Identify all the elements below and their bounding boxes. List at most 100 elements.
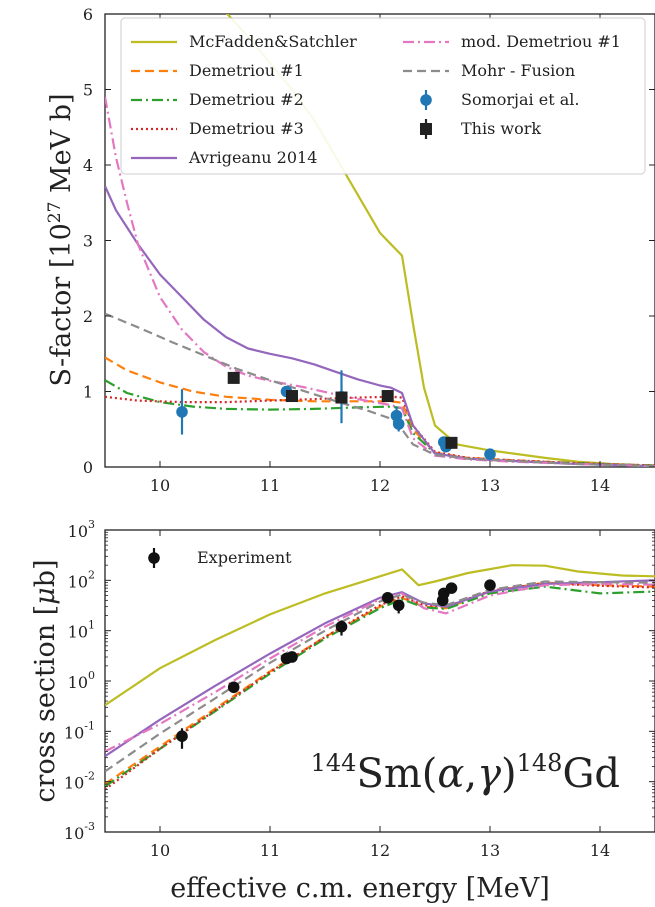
reaction-annotation: 144Sm(α,γ)148Gd [311, 749, 620, 797]
xsec-ylabel-main: cross section [ [30, 605, 61, 803]
xsec-point-0-6 [392, 599, 405, 612]
sfactor-legend: McFadden&Satchler Demetriou #1 Demetriou #… [120, 17, 646, 175]
reaction-part-3: , [464, 751, 477, 797]
legend-marker-1 [420, 123, 432, 135]
xsec-series-line-2 [105, 585, 655, 788]
legend-label-2: Demetriou #2 [189, 90, 304, 109]
xsec-xtick-label-2: 12 [370, 841, 390, 860]
sfactor-ytick-label-1: 1 [83, 383, 93, 402]
sfactor-ytick-label-4: 4 [83, 156, 93, 175]
legend-label-5: mod. Demetriou #1 [461, 32, 621, 51]
sfactor-ylabel-main: S-factor [10 [46, 223, 77, 386]
reaction-part-5: ) [501, 751, 517, 797]
xsec-point-0-1 [227, 681, 240, 694]
sfactor-point-0-0 [176, 406, 188, 418]
xsec-point-0-5 [381, 591, 394, 604]
sfactor-ytick-label-3: 3 [83, 232, 93, 251]
reaction-part-2: α [437, 751, 464, 797]
sfactor-xtick-label-3: 13 [480, 476, 500, 495]
xsec-xtick-label-4: 14 [590, 841, 610, 860]
sfactor-series-line-6 [105, 312, 655, 467]
xsec-ytick-label-0: 10-3 [64, 820, 95, 843]
sfactor-ytick-label-5: 5 [83, 81, 93, 100]
xsec-ytick-base-0: 10 [64, 824, 84, 843]
xsec-ytick-base-2: 10 [64, 723, 84, 742]
reaction-part-0: 144 [311, 749, 357, 777]
legend-label-4: Avrigeanu 2014 [188, 148, 317, 167]
legend-label-1: Demetriou #1 [189, 61, 304, 80]
legend-label-3: Demetriou #3 [189, 119, 304, 138]
sfactor-point-1-3 [381, 390, 394, 403]
xsec-ytick-label-6: 103 [68, 518, 95, 541]
sfactor-legend-box [120, 17, 646, 175]
sfactor-ylabel-tail: MeV b] [46, 93, 77, 201]
xsec-legend: Experiment [148, 548, 292, 568]
legend-label-0: McFadden&Satchler [189, 32, 357, 51]
xsec-ytick-exp-5: 2 [88, 568, 95, 581]
xsec-ytick-base-4: 10 [68, 623, 88, 642]
sfactor-points [176, 370, 496, 460]
sfactor-point-1-1 [286, 390, 298, 403]
sfactor-xtick-label-1: 11 [260, 476, 280, 495]
xsec-ytick-label-4: 101 [68, 619, 95, 642]
xsec-ytick-label-3: 100 [68, 669, 95, 692]
legend-point-label-0: Somorjai et al. [461, 90, 579, 109]
xsec-ytick-base-1: 10 [64, 774, 84, 793]
xsec-ytick-label-1: 10-2 [64, 770, 95, 793]
sfactor-point-0-7 [484, 448, 496, 460]
xsec-series-line-5 [105, 582, 655, 753]
sfactor-xtick-label-0: 10 [150, 476, 170, 495]
reaction-part-7: Gd [562, 751, 620, 797]
xsec-xlabel: effective c.m. energy [MeV] [170, 873, 550, 904]
xsec-ytick-exp-3: 0 [88, 669, 95, 682]
sfactor-series-line-2 [105, 379, 655, 467]
sfactor-ytick-label-0: 0 [83, 458, 93, 477]
xsec-ytick-base-6: 10 [68, 522, 88, 541]
xsec-ytick-base-3: 10 [68, 673, 88, 692]
sfactor-xtick-label-2: 12 [370, 476, 390, 495]
sfactor-point-1-0 [227, 371, 240, 384]
xsec-curves [105, 564, 655, 791]
xsec-ylabel-mu: μ [30, 587, 61, 605]
sfactor-ytick-label-2: 2 [83, 307, 93, 326]
sfactor-ylabel-exp: 27 [45, 202, 65, 224]
sfactor-point-0-4 [392, 418, 405, 430]
xsec-ytick-label-2: 10-1 [64, 719, 95, 742]
xsec-legend-marker [148, 552, 160, 564]
xsec-series-line-0 [105, 564, 655, 707]
sfactor-series-line-4 [105, 185, 655, 467]
xsec-series-line-4 [105, 579, 655, 758]
xsec-series-line-1 [105, 581, 655, 785]
sfactor-point-1-2 [335, 391, 348, 404]
cross-section-panel: 10 11 12 13 1410-310-210-1100101102103cross … [30, 518, 655, 904]
xsec-ytick-exp-0: -3 [84, 820, 95, 833]
xsec-ytick-exp-6: 3 [88, 518, 95, 531]
sfactor-point-1-4 [445, 436, 458, 449]
xsec-series-line-6 [105, 580, 655, 773]
xsec-point-0-0 [176, 730, 188, 743]
reaction-part-6: 148 [517, 749, 563, 777]
xsec-ytick-label-5: 102 [68, 568, 95, 591]
legend-label-6: Mohr - Fusion [461, 61, 575, 80]
sfactor-ytick-label-6: 6 [83, 5, 93, 24]
xsec-point-0-10 [484, 579, 496, 592]
xsec-points [176, 579, 496, 749]
xsec-series-line-3 [105, 582, 655, 791]
xsec-point-0-4 [335, 620, 348, 633]
xsec-ytick-base-5: 10 [68, 572, 88, 591]
xsec-legend-label: Experiment [197, 548, 292, 567]
legend-point-label-1: This work [461, 119, 541, 138]
xsec-ytick-exp-4: 1 [88, 619, 95, 632]
xsec-point-0-3 [286, 651, 298, 663]
xsec-xtick-label-0: 10 [150, 841, 170, 860]
xsec-ytick-exp-2: -1 [84, 719, 95, 732]
reaction-part-4: γ [477, 751, 501, 797]
xsec-ytick-exp-1: -2 [84, 770, 95, 783]
sfactor-xtick-label-4: 14 [590, 476, 610, 495]
reaction-part-1: Sm( [356, 751, 437, 797]
sfactor-ylabel: S-factor [1027 MeV b] [45, 93, 77, 386]
xsec-xtick-label-1: 11 [260, 841, 280, 860]
xsec-xtick-label-3: 13 [480, 841, 500, 860]
